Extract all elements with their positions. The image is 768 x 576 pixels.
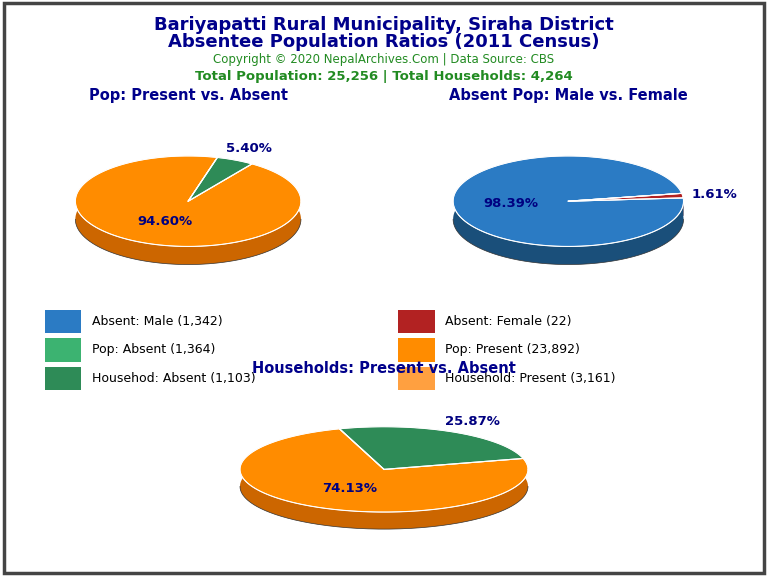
Polygon shape xyxy=(453,156,684,247)
Polygon shape xyxy=(568,198,684,219)
Polygon shape xyxy=(240,429,528,529)
Text: 74.13%: 74.13% xyxy=(322,482,377,495)
Text: 94.60%: 94.60% xyxy=(137,215,192,228)
Polygon shape xyxy=(339,429,384,487)
Polygon shape xyxy=(188,157,217,219)
Text: Absent: Female (22): Absent: Female (22) xyxy=(445,315,572,328)
Bar xyxy=(399,310,435,333)
Title: Households: Present vs. Absent: Households: Present vs. Absent xyxy=(252,361,516,376)
Polygon shape xyxy=(339,427,523,469)
Text: Bariyapatti Rural Municipality, Siraha District: Bariyapatti Rural Municipality, Siraha D… xyxy=(154,16,614,34)
Text: Pop: Present (23,892): Pop: Present (23,892) xyxy=(445,343,581,357)
Polygon shape xyxy=(384,458,523,487)
Polygon shape xyxy=(384,458,523,487)
Bar xyxy=(399,338,435,362)
Text: Absentee Population Ratios (2011 Census): Absentee Population Ratios (2011 Census) xyxy=(168,33,600,51)
Title: Pop: Present vs. Absent: Pop: Present vs. Absent xyxy=(88,88,288,103)
Bar xyxy=(45,367,81,390)
Text: Household: Present (3,161): Household: Present (3,161) xyxy=(445,372,616,385)
Bar xyxy=(45,310,81,333)
Text: Total Population: 25,256 | Total Households: 4,264: Total Population: 25,256 | Total Househo… xyxy=(195,70,573,84)
Text: Copyright © 2020 NepalArchives.Com | Data Source: CBS: Copyright © 2020 NepalArchives.Com | Dat… xyxy=(214,53,554,66)
Polygon shape xyxy=(240,429,528,512)
Text: 1.61%: 1.61% xyxy=(692,188,737,200)
Bar xyxy=(45,338,81,362)
Polygon shape xyxy=(568,194,684,201)
Text: 25.87%: 25.87% xyxy=(445,415,499,428)
Text: 5.40%: 5.40% xyxy=(226,142,271,155)
Text: 98.39%: 98.39% xyxy=(484,198,538,210)
Polygon shape xyxy=(339,429,384,487)
Polygon shape xyxy=(568,194,682,219)
Polygon shape xyxy=(217,157,252,182)
Polygon shape xyxy=(453,156,684,264)
Polygon shape xyxy=(188,164,252,219)
Polygon shape xyxy=(339,427,523,476)
Polygon shape xyxy=(188,157,217,219)
Title: Absent Pop: Male vs. Female: Absent Pop: Male vs. Female xyxy=(449,88,687,103)
Polygon shape xyxy=(568,194,682,219)
Text: Househod: Absent (1,103): Househod: Absent (1,103) xyxy=(91,372,255,385)
Polygon shape xyxy=(75,156,301,264)
Text: Absent: Male (1,342): Absent: Male (1,342) xyxy=(91,315,222,328)
Bar xyxy=(399,367,435,390)
Polygon shape xyxy=(568,198,684,219)
Text: Pop: Absent (1,364): Pop: Absent (1,364) xyxy=(91,343,215,357)
Polygon shape xyxy=(75,156,301,247)
Polygon shape xyxy=(188,157,252,201)
Polygon shape xyxy=(682,194,684,216)
Polygon shape xyxy=(188,164,252,219)
